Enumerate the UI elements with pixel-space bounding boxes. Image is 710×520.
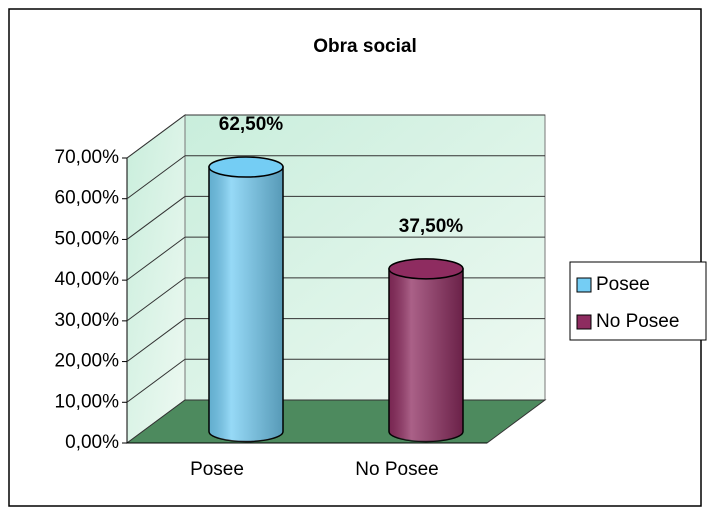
- legend-swatch: [576, 314, 592, 330]
- legend-label: Posee: [596, 274, 650, 295]
- bar-shade: [389, 268, 463, 442]
- floor: [125, 399, 547, 444]
- grid-line: [126, 358, 186, 403]
- y-tick-label: 20,00%: [55, 351, 120, 372]
- bar-top: [388, 258, 464, 280]
- value-label: 62,50%: [219, 114, 284, 135]
- chart-title: Obra social: [313, 36, 417, 57]
- plot: [126, 114, 545, 443]
- grid-line: [126, 155, 186, 200]
- grid-line: [126, 236, 186, 281]
- x-tick-label: Posee: [190, 459, 244, 480]
- y-tick-label: 60,00%: [55, 188, 120, 209]
- y-tick-label: 70,00%: [55, 147, 120, 168]
- grid-line: [126, 277, 186, 322]
- bar-top: [208, 156, 284, 178]
- grid-line: [126, 114, 186, 159]
- grid-line: [126, 318, 186, 362]
- bar-shade: [209, 167, 283, 442]
- legend: [569, 261, 707, 341]
- grid-line: [126, 196, 186, 240]
- y-tick-label: 0,00%: [65, 432, 119, 453]
- legend-swatch: [576, 277, 592, 293]
- value-label: 37,50%: [399, 216, 464, 237]
- y-tick-label: 40,00%: [55, 269, 120, 290]
- side-wall: [126, 114, 186, 444]
- x-tick-label: No Posee: [355, 459, 438, 480]
- y-tick-label: 10,00%: [55, 391, 120, 412]
- y-tick-label: 30,00%: [55, 310, 120, 331]
- y-tick-label: 50,00%: [55, 228, 120, 249]
- legend-label: No Posee: [596, 311, 679, 332]
